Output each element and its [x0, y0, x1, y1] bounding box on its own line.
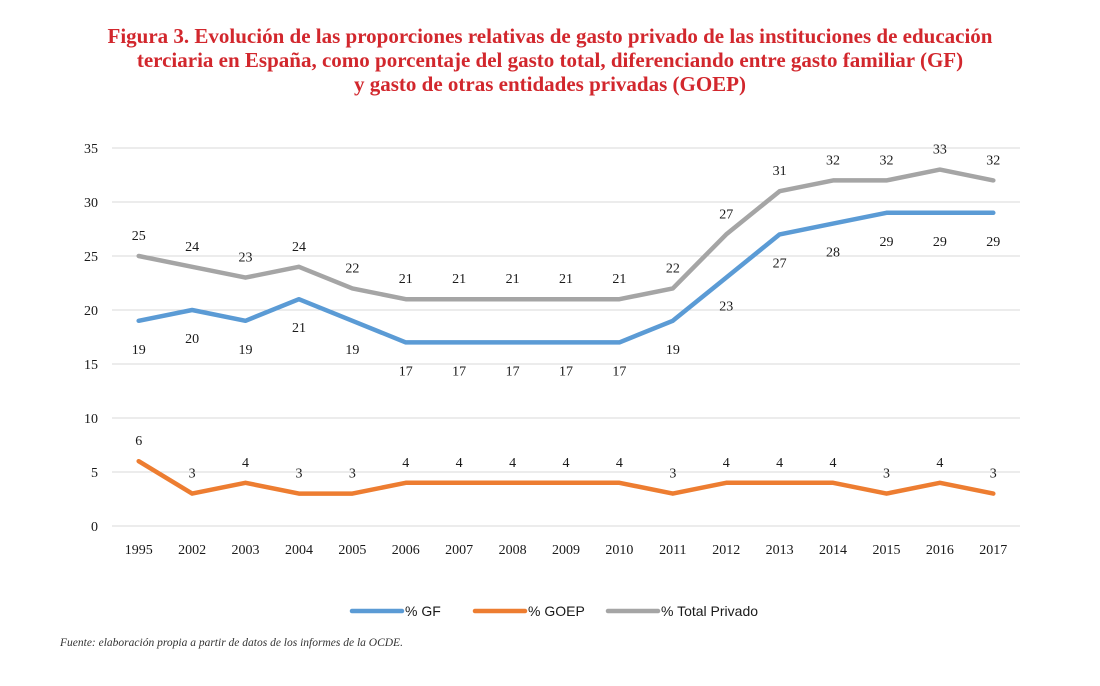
data-label: 6 [135, 434, 142, 449]
data-label: 3 [295, 467, 302, 482]
y-tick-label: 20 [84, 304, 98, 319]
data-label: 4 [563, 456, 570, 471]
series-line [136, 210, 996, 345]
data-label: 31 [773, 164, 787, 179]
data-label: 19 [239, 343, 253, 358]
data-label: 22 [345, 261, 359, 276]
y-tick-label: 30 [84, 196, 98, 211]
legend-label: % GF [405, 603, 441, 619]
legend-label: % GOEP [528, 603, 585, 619]
chart-title-line-3: y gasto de otras entidades privadas (GOE… [353, 72, 746, 96]
y-tick-label: 15 [84, 358, 98, 373]
y-axis-ticks: 0 5 10 15 20 25 30 35 [84, 142, 98, 535]
y-tick-label: 10 [84, 412, 98, 427]
data-label: 32 [879, 153, 893, 168]
x-tick-label: 2012 [712, 543, 740, 558]
data-label: 4 [616, 456, 623, 471]
x-tick-label: 1995 [125, 543, 153, 558]
data-label: 24 [185, 240, 199, 255]
data-label: 23 [239, 251, 253, 266]
data-label: 21 [559, 272, 573, 287]
x-tick-label: 2003 [232, 543, 260, 558]
data-label: 21 [506, 272, 520, 287]
data-label: 3 [669, 467, 676, 482]
data-label: 21 [612, 272, 626, 287]
data-label: 27 [719, 207, 733, 222]
x-tick-label: 2014 [819, 543, 847, 558]
data-label: 19 [666, 343, 680, 358]
chart-title: Figura 3. Evolución de las proporciones … [0, 24, 1100, 96]
data-label: 17 [399, 364, 413, 379]
grid-lines [112, 147, 1020, 527]
data-label: 3 [990, 467, 997, 482]
x-tick-label: 2006 [392, 543, 420, 558]
y-tick-label: 25 [84, 250, 98, 265]
x-tick-label: 2004 [285, 543, 313, 558]
data-label: 29 [933, 235, 947, 250]
legend: % GF % GOEP % Total Privado [349, 603, 758, 619]
data-label: 19 [345, 343, 359, 358]
data-label: 25 [132, 229, 146, 244]
x-tick-label: 2009 [552, 543, 580, 558]
data-label: 4 [830, 456, 837, 471]
x-axis-ticks: 1995 2002 2003 2004 2005 2006 2007 2008 2009 2010… [125, 543, 1008, 558]
data-label: 28 [826, 246, 840, 261]
data-label: 17 [506, 364, 520, 379]
data-label: 4 [936, 456, 943, 471]
data-label: 22 [666, 261, 680, 276]
data-label: 21 [452, 272, 466, 287]
data-label: 33 [933, 143, 947, 158]
y-tick-label: 0 [91, 520, 98, 535]
data-label: 24 [292, 240, 306, 255]
data-label: 4 [456, 456, 463, 471]
data-label: 17 [559, 364, 573, 379]
chart-title-line-2: terciaria en España, como porcentaje del… [136, 48, 964, 72]
data-label: 32 [826, 153, 840, 168]
data-label: 4 [242, 456, 249, 471]
data-label: 21 [399, 272, 413, 287]
series-lines [136, 167, 996, 496]
data-label: 17 [612, 364, 626, 379]
legend-label: % Total Privado [661, 603, 758, 619]
series-line [136, 167, 996, 302]
data-label: 4 [776, 456, 783, 471]
x-tick-label: 2013 [766, 543, 794, 558]
data-label: 27 [773, 256, 787, 271]
series-line [136, 458, 996, 496]
data-label: 3 [883, 467, 890, 482]
x-tick-label: 2010 [605, 543, 633, 558]
x-tick-label: 2015 [872, 543, 900, 558]
chart-title-line-1: Figura 3. Evolución de las proporciones … [107, 24, 993, 48]
x-tick-label: 2008 [499, 543, 527, 558]
data-label: 4 [402, 456, 409, 471]
data-label: 21 [292, 321, 306, 336]
y-tick-label: 5 [91, 466, 98, 481]
data-label: 23 [719, 300, 733, 315]
data-label: 29 [986, 235, 1000, 250]
y-tick-label: 35 [84, 142, 98, 157]
data-label: 20 [185, 332, 199, 347]
source-note: Fuente: elaboración propia a partir de d… [60, 637, 403, 649]
x-tick-label: 2016 [926, 543, 954, 558]
x-tick-label: 2002 [178, 543, 206, 558]
x-tick-label: 2005 [338, 543, 366, 558]
data-label: 3 [189, 467, 196, 482]
data-label: 17 [452, 364, 466, 379]
data-label: 29 [879, 235, 893, 250]
data-label: 3 [349, 467, 356, 482]
data-label: 19 [132, 343, 146, 358]
data-label: 4 [509, 456, 516, 471]
x-tick-label: 2017 [979, 543, 1007, 558]
x-tick-label: 2011 [659, 543, 686, 558]
x-tick-label: 2007 [445, 543, 473, 558]
data-label: 4 [723, 456, 730, 471]
data-label: 32 [986, 153, 1000, 168]
